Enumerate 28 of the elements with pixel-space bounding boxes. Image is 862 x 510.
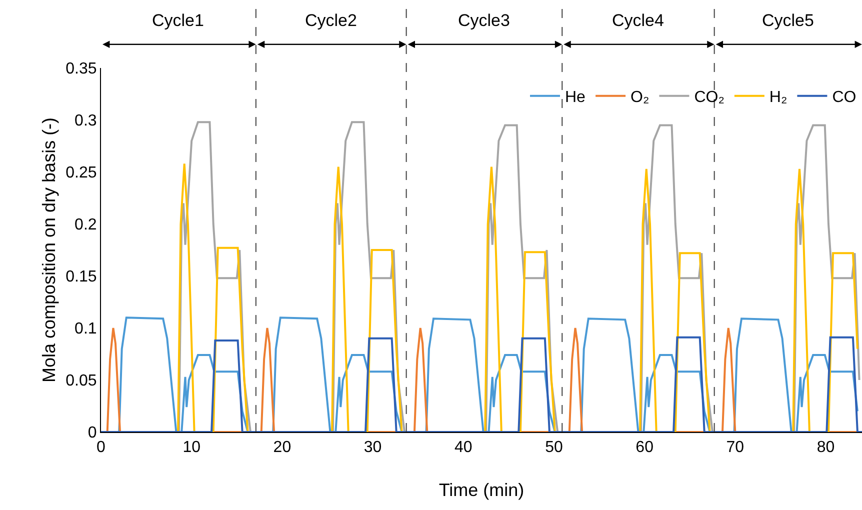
x-tick-label: 70 [726,439,744,456]
x-axis-title: Time (min) [438,480,524,500]
text: Cycle5 [762,11,814,30]
x-tick-label: 10 [182,439,201,456]
legend-label: CO₂ [694,89,724,106]
legend-label: O₂ [630,89,650,106]
legend-label: CO [832,89,856,106]
y-tick-label: 0.05 [66,372,97,390]
y-tick-label: 0.35 [66,60,97,78]
text: Cycle4 [612,11,664,30]
y-tick-label: 0.15 [66,268,97,286]
x-tick-label: 50 [545,439,563,456]
legend-label: He [565,89,586,106]
y-axis-title: Mola composition on dry basis (-) [39,117,59,383]
y-tick-label: 0.2 [74,216,97,234]
x-tick-label: 80 [816,439,835,456]
text: Cycle2 [305,11,357,30]
legend-label: H₂ [769,89,788,106]
x-tick-label: 60 [636,439,654,456]
x-tick-label: 30 [364,439,382,456]
y-tick-label: 0.3 [74,112,97,130]
y-tick-label: 0 [88,424,97,442]
y-tick-label: 0.25 [66,164,97,182]
x-tick-label: 40 [454,439,472,456]
x-tick-label: 20 [273,439,292,456]
text: Cycle3 [458,11,510,30]
text: Cycle1 [152,11,204,30]
y-tick-label: 0.1 [74,320,97,338]
